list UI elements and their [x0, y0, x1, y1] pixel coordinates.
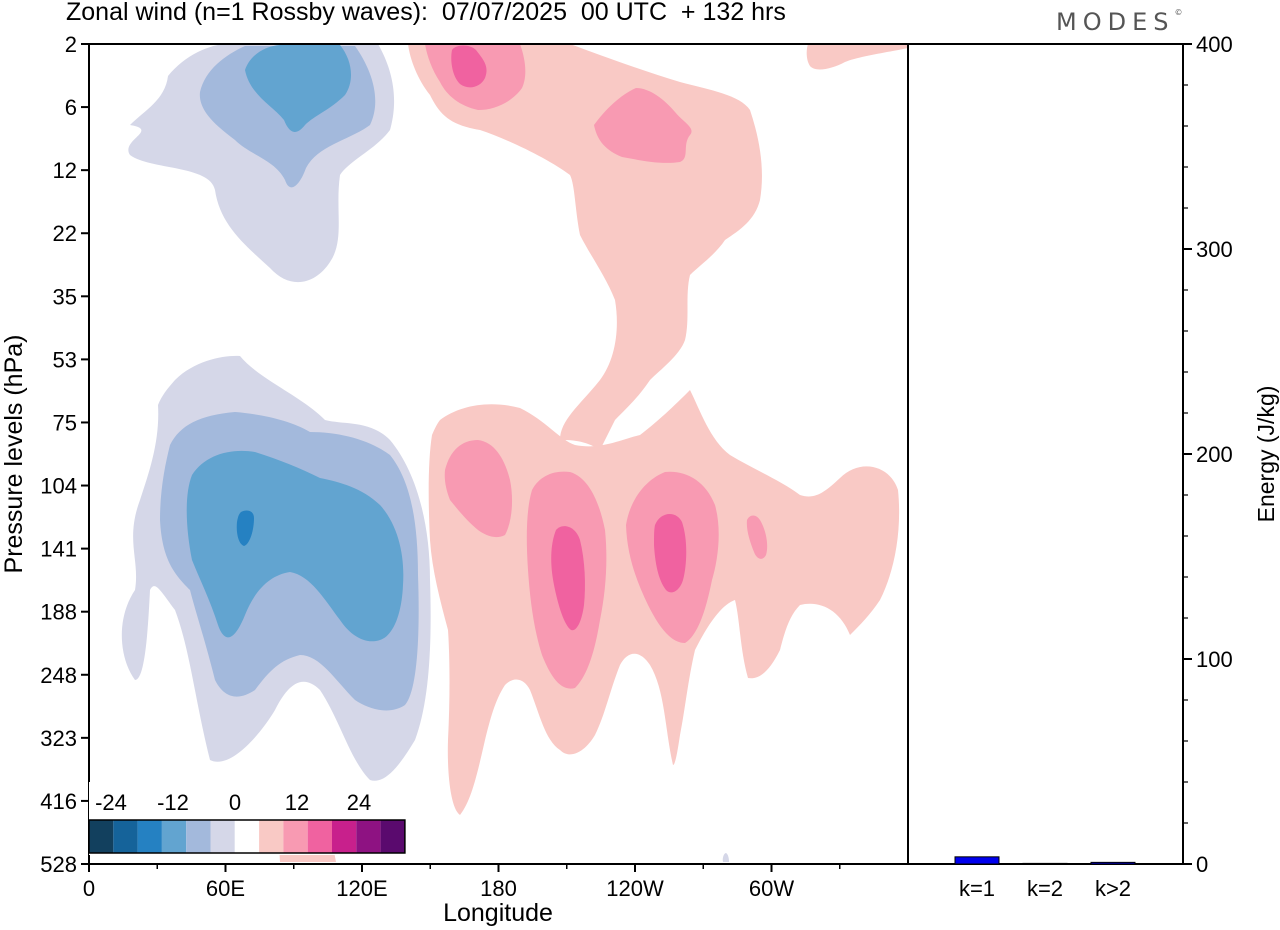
energy-bars: k=1 k=2 k>2: [954, 856, 1136, 901]
energy-category-label: k=1: [959, 876, 995, 901]
longitude-axis: 0 60E 120E 180 120W 60W: [83, 864, 841, 901]
contour-pos-level2-tropo-a: [444, 440, 513, 538]
longitude-tick-label: 60W: [749, 876, 794, 901]
longitude-tick-label: 60E: [206, 876, 245, 901]
colorbar-swatch: [210, 820, 235, 853]
contour-pos-level1-corner: [806, 44, 908, 70]
longitude-tick-label: 120W: [606, 876, 664, 901]
pressure-tick-label: 528: [40, 852, 77, 877]
modes-logo: MODES©: [1056, 8, 1182, 36]
contour-neg-level4-core: [236, 510, 254, 546]
contour-pos-level2-upper-b: [594, 88, 692, 163]
longitude-tick-label: 120E: [336, 876, 387, 901]
longitude-tick-label: 0: [83, 876, 95, 901]
contour-pos-level3-upper: [451, 45, 487, 88]
pressure-tick-label: 141: [40, 537, 77, 562]
colorbar-swatch: [307, 820, 332, 853]
pressure-tick-label: 35: [53, 284, 77, 309]
colorbar-label: -24: [95, 790, 127, 815]
pressure-tick-label: 416: [40, 789, 77, 814]
energy-tick-label: 100: [1196, 647, 1233, 672]
pressure-tick-label: 104: [40, 474, 77, 499]
colorbar-legend: -24 -12 0 12 24: [88, 782, 406, 855]
pressure-tick-label: 188: [40, 600, 77, 625]
pressure-tick-label: 75: [53, 410, 77, 435]
pressure-tick-label: 53: [53, 347, 77, 372]
x-axis-label: Longitude: [443, 899, 553, 927]
energy-bar: [1090, 861, 1136, 865]
energy-axis-label: Energy (J/kg): [1253, 386, 1279, 523]
pressure-axis: 2 6 12 22 35 53 75 104 141 188 248 323 416 528: [40, 32, 89, 877]
colorbar-frame: [88, 819, 406, 854]
brand-text: MODES: [1056, 8, 1175, 36]
colorbar-label: 12: [285, 790, 309, 815]
contour-neg-spot-bottom: [722, 853, 729, 862]
pressure-tick-label: 248: [40, 663, 77, 688]
energy-tick-label: 400: [1196, 32, 1233, 57]
energy-tick-label: 0: [1196, 852, 1208, 877]
energy-category-label: k=2: [1027, 876, 1063, 901]
colorbar-swatch: [332, 820, 357, 853]
y-axis-label: Pressure levels (hPa): [0, 335, 28, 574]
colorbar-swatch: [234, 820, 260, 853]
energy-tick-label: 300: [1196, 237, 1233, 262]
colorbar-swatch: [89, 820, 114, 853]
colorbar-swatch: [283, 820, 308, 853]
contour-pos-level1-upper: [408, 44, 762, 450]
energy-tick-label: 200: [1196, 442, 1233, 467]
colorbar-swatch: [380, 820, 405, 853]
energy-bar: [1022, 862, 1068, 865]
colorbar-label: -12: [157, 790, 189, 815]
contour-pos-level3-tropo-b: [551, 526, 585, 631]
colorbar-swatch: [259, 820, 284, 853]
chart-title: Zonal wind (n=1 Rossby waves): 07/07/202…: [66, 0, 786, 26]
pressure-tick-label: 12: [53, 158, 77, 183]
colorbar-label: 24: [347, 790, 371, 815]
colorbar-swatch: [161, 820, 187, 853]
energy-category-label: k>2: [1095, 876, 1131, 901]
energy-bar: [954, 856, 1000, 865]
colorbar-label: 0: [229, 790, 241, 815]
longitude-tick-label: 180: [480, 876, 517, 901]
wind-contour-field: [121, 44, 908, 862]
contour-pos-level2-tropo-d: [746, 515, 768, 559]
pressure-tick-label: 22: [53, 221, 77, 246]
pressure-tick-label: 323: [40, 726, 77, 751]
brand-mark: ©: [1174, 8, 1183, 17]
pressure-tick-label: 6: [65, 95, 77, 120]
energy-axis: 0 100 200 300 400: [1183, 32, 1233, 877]
colorbar-swatch: [356, 820, 381, 853]
contour-neg-level3-lower: [186, 450, 404, 642]
contour-neg-level3-upper: [245, 45, 352, 132]
colorbar-swatch: [137, 820, 162, 853]
colorbar-swatch: [113, 820, 138, 853]
contour-pos-level3-tropo-c: [654, 514, 687, 593]
colorbar-swatch: [186, 820, 211, 853]
pressure-tick-label: 2: [65, 32, 77, 57]
